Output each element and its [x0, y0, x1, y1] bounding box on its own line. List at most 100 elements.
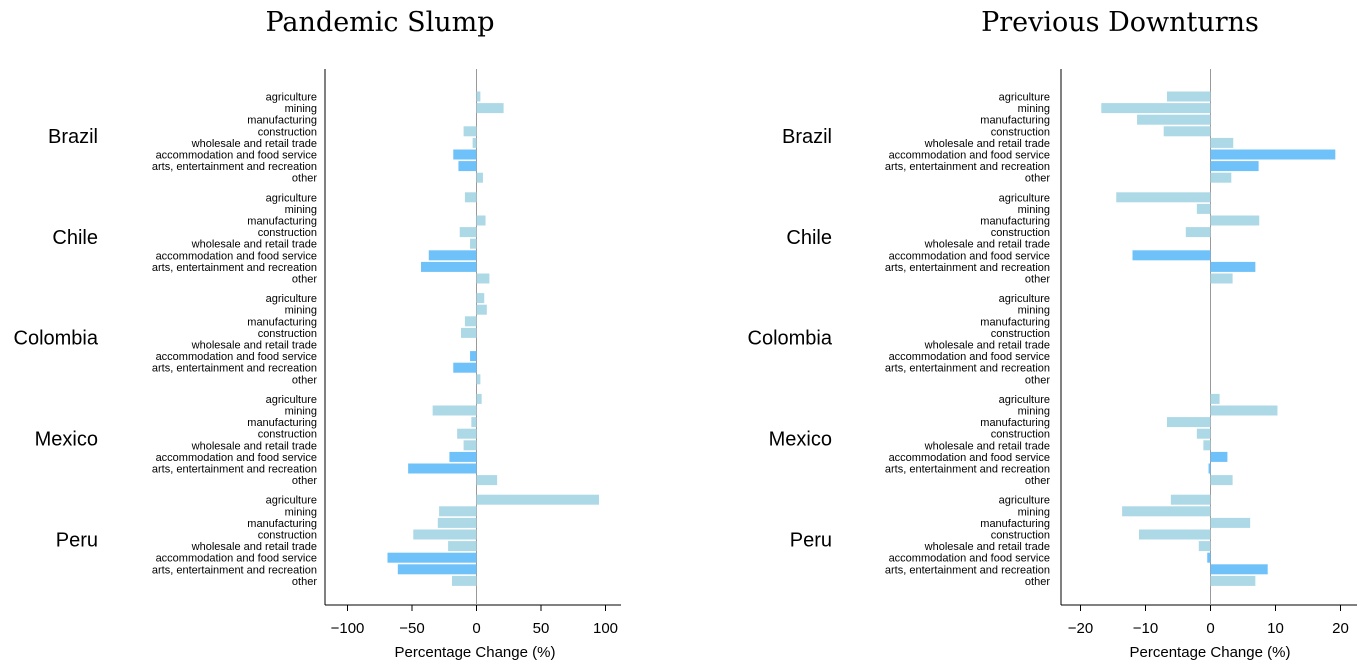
category-label: accommodation and food service: [889, 150, 1050, 162]
category-label: agriculture: [999, 293, 1050, 305]
category-label: agriculture: [266, 92, 317, 104]
category-label: other: [1025, 475, 1050, 487]
bar: [448, 541, 477, 552]
bar: [1210, 575, 1256, 586]
category-label: other: [1025, 173, 1050, 185]
category-label: mining: [1018, 204, 1050, 216]
x-tick-label: 50: [533, 620, 550, 637]
category-label: manufacturing: [980, 518, 1050, 530]
group-label: Brazil: [48, 126, 98, 148]
bar: [459, 227, 477, 238]
category-label: other: [292, 274, 317, 286]
bar: [471, 417, 477, 428]
bar: [1207, 552, 1211, 563]
category-label: construction: [258, 126, 317, 138]
category-label: mining: [285, 506, 317, 518]
group-label: Chile: [52, 227, 98, 249]
category-label: manufacturing: [247, 216, 317, 228]
x-tick-label: −50: [399, 620, 424, 637]
bar: [476, 103, 504, 114]
panel-previous-downturns: Previous Downturns Percentage Change (%)…: [748, 7, 1357, 661]
bar: [1210, 451, 1228, 462]
bar: [1137, 114, 1211, 125]
category-label: construction: [258, 429, 317, 441]
category-label: construction: [258, 328, 317, 340]
category-label: arts, entertainment and recreation: [885, 161, 1050, 173]
bar: [1196, 203, 1211, 214]
bar: [476, 293, 485, 304]
bar: [470, 351, 477, 362]
category-label: wholesale and retail trade: [924, 239, 1050, 251]
bar: [476, 475, 498, 486]
x-tick-label: 20: [1332, 620, 1349, 637]
category-label: arts, entertainment and recreation: [885, 262, 1050, 274]
category-label: wholesale and retail trade: [924, 340, 1050, 352]
category-label: agriculture: [999, 92, 1050, 104]
bar: [1210, 475, 1233, 486]
category-label: accommodation and food service: [156, 553, 317, 565]
bar: [1170, 494, 1211, 505]
category-label: arts, entertainment and recreation: [152, 464, 317, 476]
bar: [457, 428, 477, 439]
bar: [476, 374, 481, 385]
category-label: mining: [1018, 103, 1050, 115]
bar: [1198, 541, 1211, 552]
bar: [1163, 126, 1211, 137]
category-label: accommodation and food service: [889, 553, 1050, 565]
category-label: manufacturing: [980, 115, 1050, 127]
category-label: other: [292, 374, 317, 386]
bar: [1210, 564, 1268, 575]
bar: [428, 250, 477, 261]
bar: [1139, 529, 1211, 540]
bar: [1210, 517, 1251, 528]
bar: [476, 172, 483, 183]
category-label: agriculture: [266, 293, 317, 305]
bar: [476, 215, 486, 226]
x-tick-label: 10: [1267, 620, 1284, 637]
group-label: Mexico: [769, 429, 832, 451]
category-label: manufacturing: [247, 417, 317, 429]
bar: [476, 494, 600, 505]
x-axis-label: Percentage Change (%): [1130, 644, 1291, 661]
bar: [1132, 250, 1211, 261]
category-label: wholesale and retail trade: [924, 440, 1050, 452]
group-label: Colombia: [14, 328, 99, 350]
bar: [1210, 137, 1234, 148]
category-label: mining: [1018, 406, 1050, 418]
group-label: Peru: [56, 529, 98, 551]
bar: [464, 316, 477, 327]
group-label: Brazil: [782, 126, 832, 148]
bar: [476, 91, 481, 102]
category-label: other: [1025, 576, 1050, 588]
category-label: arts, entertainment and recreation: [885, 464, 1050, 476]
bar: [1210, 273, 1233, 284]
category-label: accommodation and food service: [156, 452, 317, 464]
category-label: accommodation and food service: [156, 150, 317, 162]
category-label: mining: [285, 103, 317, 115]
category-label: construction: [258, 227, 317, 239]
x-tick-label: −100: [331, 620, 365, 637]
bar: [432, 405, 477, 416]
category-label: manufacturing: [247, 518, 317, 530]
bar: [472, 137, 477, 148]
category-label: construction: [991, 429, 1050, 441]
category-label: accommodation and food service: [889, 452, 1050, 464]
panel-pandemic-slump: Pandemic Slump Percentage Change (%) −10…: [14, 7, 621, 661]
bar: [464, 192, 477, 203]
category-label: mining: [285, 406, 317, 418]
category-label: wholesale and retail trade: [191, 340, 317, 352]
category-label: manufacturing: [980, 417, 1050, 429]
x-tick-label: 0: [472, 620, 480, 637]
category-label: construction: [991, 227, 1050, 239]
bar: [421, 261, 477, 272]
bar: [476, 273, 490, 284]
category-label: agriculture: [999, 495, 1050, 507]
bar: [463, 126, 477, 137]
category-label: mining: [285, 204, 317, 216]
category-label: other: [292, 475, 317, 487]
bar: [413, 529, 477, 540]
bar: [1185, 227, 1211, 238]
category-label: other: [292, 576, 317, 588]
bar: [453, 362, 477, 373]
category-label: accommodation and food service: [156, 250, 317, 262]
